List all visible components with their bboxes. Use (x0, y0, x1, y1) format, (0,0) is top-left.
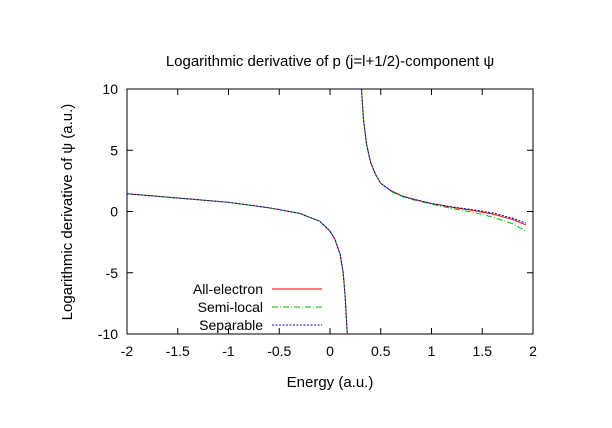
series-line-separable (126, 193, 348, 335)
y-tick-label: -10 (98, 326, 118, 342)
x-tick-label: 1 (428, 343, 436, 359)
axis-ticks: -2 -1.5 -1 -0.5 0 0.5 1 1.5 2 -10 -5 0 5 10 (98, 81, 537, 359)
x-tick-label: 1.5 (473, 343, 493, 359)
series-line-all-electron (360, 88, 527, 226)
plot-frame (126, 88, 534, 335)
x-tick-label: -1.5 (166, 343, 190, 359)
x-tick-label: 0 (326, 343, 334, 359)
legend: All-electron Semi-local Separable (193, 281, 322, 333)
x-tick-label: -1 (222, 343, 235, 359)
y-tick-label: -5 (106, 265, 119, 281)
y-tick-label: 5 (110, 142, 118, 158)
x-tick-label: 2 (529, 343, 537, 359)
legend-label-all-electron: All-electron (193, 281, 263, 297)
chart-title: Logarithmic derivative of p (j=l+1/2)-co… (166, 53, 494, 70)
series-line-semi-local (360, 88, 527, 232)
series-line-separable (360, 88, 527, 224)
legend-label-semi-local: Semi-local (198, 299, 263, 315)
plot-lines (126, 88, 527, 335)
x-axis-label: Energy (a.u.) (287, 374, 374, 391)
x-tick-label: 0.5 (371, 343, 391, 359)
x-tick-label: -2 (121, 343, 134, 359)
x-tick-label: -0.5 (267, 343, 291, 359)
y-axis-label: Logarithmic derivative of ψ (a.u.) (59, 104, 76, 321)
y-tick-label: 10 (102, 81, 118, 97)
legend-label-separable: Separable (199, 317, 263, 333)
y-tick-label: 0 (110, 204, 118, 220)
